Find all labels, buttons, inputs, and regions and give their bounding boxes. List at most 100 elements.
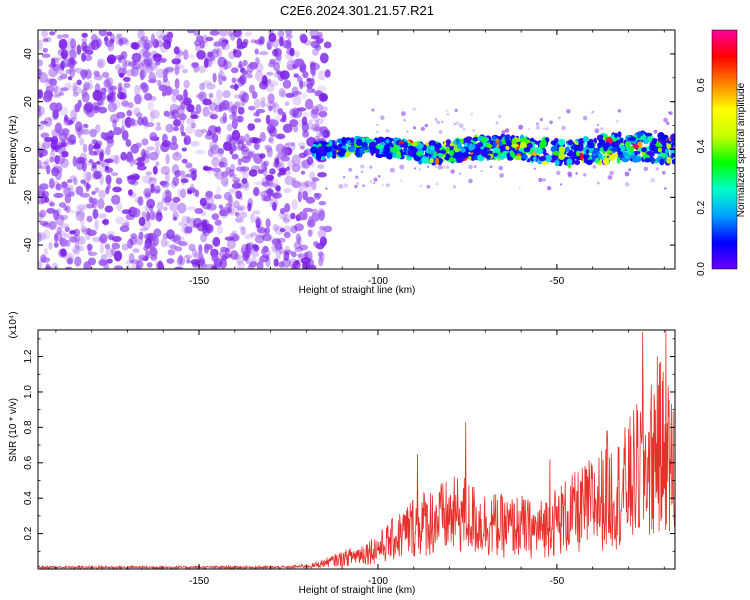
spectrogram-noise-cell [196,258,204,269]
spectrogram-signal-cell [435,157,440,165]
spectrogram-signal-cell [481,150,488,158]
spectrogram-noise-cell [309,171,316,180]
spectrogram-signal-cell [646,150,654,156]
spectrogram-noise-cell [128,102,134,109]
spectrogram-noise-cell [183,135,192,146]
spectrogram-noise-cell [80,225,88,233]
spectrogram-signal-cell [629,145,634,153]
spectrogram-noise-cell [219,156,226,166]
spectrogram-signal-cell [594,157,600,164]
spectrogram-noise-cell [60,181,66,190]
spectrogram-faint-cell [445,109,448,113]
spectrogram-faint-cell [419,184,423,188]
spectrogram-noise-cell [83,81,90,91]
spectrogram-noise-cell [160,237,168,248]
spectrogram-noise-cell [67,179,73,184]
spectrogram-noise-cell [186,216,191,224]
spectrogram-noise-cell [152,53,162,62]
spectrogram-noise-cell [141,138,149,146]
y-tick-label: 1.0 [23,385,34,399]
spectrogram-noise-cell [38,89,42,99]
spectrogram-noise-cell [253,112,259,117]
spectrogram-noise-cell [267,93,275,104]
spectrogram-signal-cell [581,154,590,159]
spectrogram-noise-cell [258,51,269,56]
spectrogram-noise-cell [93,142,101,149]
spectrogram-noise-cell [165,172,170,183]
spectrogram-noise-cell [213,257,219,265]
spectrogram-signal-cell [390,147,398,153]
spectrogram-noise-cell [90,39,100,51]
spectrogram-signal-cell [664,148,670,154]
spectrogram-noise-cell [97,213,107,219]
spectrogram-noise-cell [147,101,154,111]
spectrogram-signal-cell [421,156,429,164]
spectrogram-noise-cell [154,138,160,149]
spectrogram-noise-cell [104,243,111,250]
spectrogram-signal-cell [544,154,552,163]
spectrogram-noise-cell [60,248,67,257]
spectrogram-noise-cell [191,122,196,129]
spectrogram-noise-cell [224,236,234,241]
spectrogram-noise-cell [256,261,264,269]
spectrogram-noise-cell [257,36,265,47]
spectrogram-noise-cell [180,174,187,186]
spectrogram-noise-cell [297,211,306,222]
spectrogram-noise-cell [174,150,179,157]
spectrogram-noise-cell [175,94,184,101]
spectrogram-noise-cell [125,213,135,221]
spectrogram-noise-cell [73,228,81,237]
spectrogram-noise-cell [251,250,259,258]
spectrogram-noise-cell [315,118,324,125]
spectrogram-signal-cell [649,144,655,152]
spectrogram-noise-cell [240,98,246,107]
spectrogram-faint-cell [382,184,385,187]
spectrogram-noise-cell [109,85,117,91]
spectrogram-signal-cell [662,142,667,148]
spectrogram-signal-cell [659,158,665,166]
spectrogram-noise-cell [306,156,314,166]
spectrogram-noise-cell [65,239,71,247]
spectrogram-noise-cell [102,71,110,78]
spectrogram-noise-cell [81,52,86,62]
spectrogram-noise-cell [165,240,170,247]
spectrogram-noise-cell [190,114,199,120]
spectrogram-noise-cell [171,164,180,175]
spectrogram-noise-cell [80,123,89,133]
spectrogram-noise-cell [105,174,112,185]
spectrogram-signal-cell [412,141,419,147]
spectrogram-noise-cell [174,66,179,76]
spectrogram-noise-cell [61,52,68,60]
spectrogram-noise-cell [88,79,93,85]
chart-title: C2E6.2024.301.21.57.R21 [280,3,434,18]
spectrogram-faint-cell [559,183,563,186]
spectrogram-noise-cell [317,85,327,93]
spectrogram-noise-cell [99,162,105,173]
spectrogram-noise-cell [39,220,49,226]
spectrogram-noise-cell [230,67,239,74]
spectrogram-noise-cell [98,106,108,114]
spectrogram-noise-cell [232,30,242,38]
spectrogram-noise-cell [88,159,94,164]
spectrogram-noise-cell [100,131,107,140]
spectrogram-faint-cell [533,167,536,170]
spectrogram-signal-cell [504,135,509,143]
spectrogram-noise-cell [116,202,123,212]
spectrogram-noise-cell [72,155,77,167]
spectrogram-noise-cell [253,137,259,144]
spectrogram-noise-cell [181,158,188,164]
spectrogram-noise-cell [280,155,290,162]
spectrogram-faint-cell [527,127,530,131]
spectrogram-noise-cell [156,209,163,218]
spectrogram-noise-cell [302,207,313,213]
spectrogram-faint-cell [615,119,619,124]
spectrogram-noise-cell [172,234,181,244]
spectrogram-noise-cell [123,82,131,89]
spectrogram-faint-cell [501,130,506,135]
spectrogram-noise-cell [249,232,258,237]
spectrogram-noise-cell [272,192,282,199]
spectrogram-noise-cell [83,261,91,269]
spectrogram-noise-cell [55,66,64,75]
spectrogram-noise-cell [186,163,194,172]
spectrogram-noise-cell [126,109,133,117]
